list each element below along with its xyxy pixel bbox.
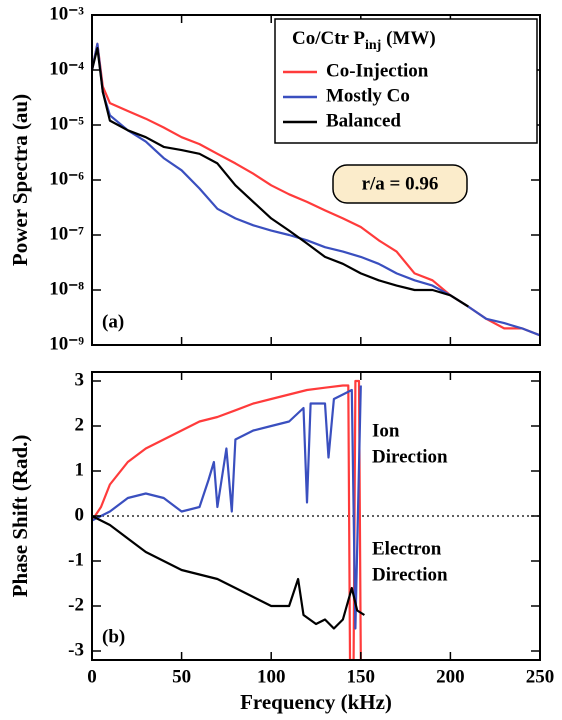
annotation: Direction — [372, 446, 448, 467]
legend-label: Co-Injection — [326, 60, 429, 81]
annotation-box — [332, 164, 468, 204]
x-tick-label: 200 — [436, 666, 465, 687]
y-tick-label: 10⁻⁸ — [49, 278, 84, 299]
x-tick-label: 100 — [257, 666, 286, 687]
y-tick-label: 10⁻⁷ — [49, 223, 84, 244]
y-axis-label: Power Spectra (au) — [8, 94, 32, 266]
y-tick-label: 2 — [75, 414, 85, 435]
series-line — [92, 385, 362, 630]
y-tick-label: 10⁻⁵ — [49, 113, 84, 134]
legend-label: Balanced — [326, 110, 401, 131]
y-tick-label: -3 — [68, 639, 84, 660]
x-tick-label: 0 — [87, 666, 97, 687]
legend-label: Mostly Co — [326, 85, 410, 106]
y-tick-label: 10⁻⁹ — [49, 333, 84, 354]
x-tick-label: 150 — [347, 666, 376, 687]
legend-title: Co/Ctr Pinj (MW) — [292, 28, 436, 53]
annotation: Electron — [372, 538, 442, 559]
x-tick-label: 50 — [172, 666, 191, 687]
annotation: Ion — [372, 420, 400, 441]
series-line — [92, 379, 362, 660]
annotation: r/a = 0.96 — [362, 173, 439, 194]
y-tick-label: 10⁻⁴ — [49, 58, 84, 79]
y-axis-label: Phase Shift (Rad.) — [8, 435, 32, 598]
legend-title-part: Co/Ctr P — [292, 28, 365, 49]
series-line — [92, 47, 469, 308]
legend-box — [274, 18, 538, 144]
y-tick-label: -2 — [68, 594, 84, 615]
x-axis-label: Frequency (kHz) — [240, 690, 392, 714]
x-tick-label: 250 — [526, 666, 555, 687]
y-tick-label: 1 — [75, 459, 85, 480]
panel-label: (b) — [102, 626, 125, 647]
series-line — [92, 515, 365, 630]
y-tick-label: 0 — [75, 504, 85, 525]
legend-title-part: (MW) — [381, 28, 435, 49]
y-tick-label: 10⁻³ — [49, 3, 84, 24]
y-tick-label: 10⁻⁶ — [49, 168, 84, 189]
legend-title-part: inj — [365, 38, 381, 53]
y-tick-label: -1 — [68, 549, 84, 570]
y-tick-label: 3 — [75, 369, 85, 390]
annotation: Direction — [372, 564, 448, 585]
panel-label: (a) — [102, 311, 124, 332]
